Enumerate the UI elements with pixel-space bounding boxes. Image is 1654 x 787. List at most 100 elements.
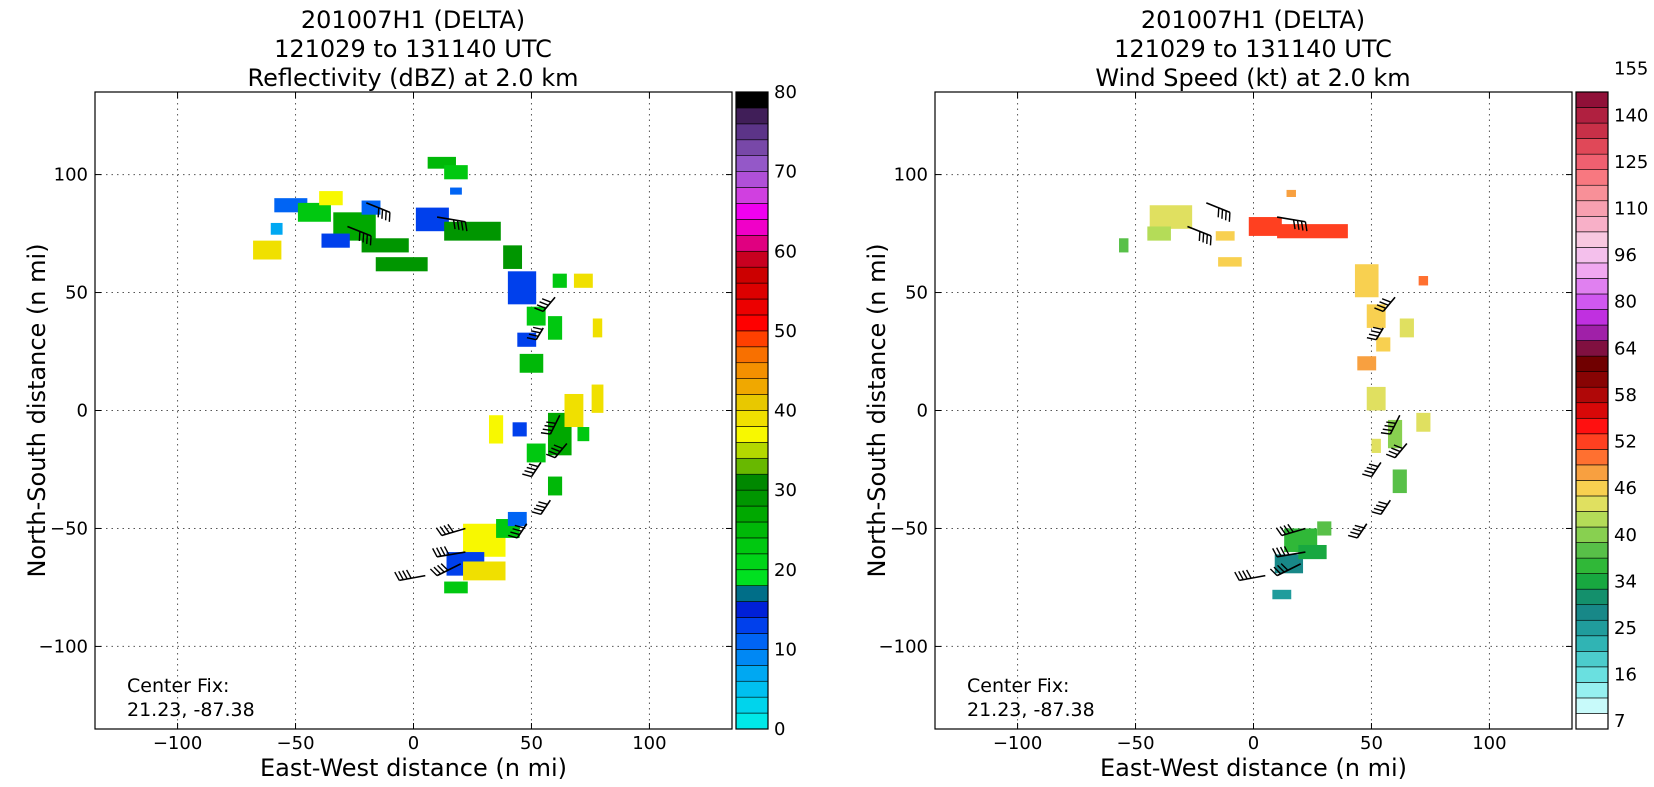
wind-barb-feather	[443, 525, 451, 534]
wind-barb-feather	[551, 447, 561, 453]
echo-cell	[488, 415, 504, 444]
wind-barb-feather	[1362, 473, 1372, 478]
wind-barb	[545, 443, 568, 459]
wind-barb-feather	[394, 571, 400, 581]
wind-barb-staff	[1394, 443, 1408, 459]
colorbar-band	[1575, 200, 1609, 217]
colorbar-band	[735, 250, 769, 268]
wind-barb-feather	[1378, 501, 1388, 505]
wind-barb	[1234, 569, 1266, 582]
colorbar-band	[1575, 386, 1609, 404]
echo-cell	[1149, 205, 1193, 229]
chart-title-line-2: 121029 to 131140 UTC	[274, 35, 552, 63]
wind-barb-feather	[1283, 546, 1290, 556]
x-tick-label: 0	[1248, 733, 1259, 754]
colorbar-frame	[735, 91, 769, 730]
y-tick-label: −50	[50, 518, 88, 539]
colorbar-band	[1575, 340, 1609, 357]
colorbar-band	[1575, 169, 1609, 186]
wind-barb	[1269, 563, 1302, 577]
wind-barb	[432, 546, 466, 558]
wind-barb-feather	[1287, 523, 1294, 533]
colorbar-tick-label: 20	[774, 560, 797, 581]
colorbar-band	[735, 314, 769, 332]
y-tick-label: 100	[894, 165, 928, 186]
wind-barb-feather	[1352, 528, 1362, 532]
wind-barb-feather	[1273, 566, 1282, 575]
colorbar-tick-label: 155	[1614, 59, 1648, 80]
center-fix-annotation: 21.23, -87.38	[967, 699, 1095, 721]
wind-barb-feather	[435, 527, 443, 536]
wind-barb-feather	[1283, 525, 1291, 534]
wind-barb-feather	[439, 546, 446, 556]
colorbar-tick-label: 110	[1614, 199, 1648, 220]
wind-barb-feather	[1304, 221, 1308, 232]
colorbar-band	[735, 203, 769, 220]
wind-barb-feather	[358, 231, 361, 241]
echo-cell	[1371, 438, 1381, 453]
wind-barb-staff	[1276, 551, 1306, 558]
wind-barb-feather	[1202, 232, 1205, 243]
echo-cell	[1392, 469, 1407, 494]
wind-barb-staff	[1281, 527, 1306, 537]
wind-barb-feather	[512, 528, 522, 532]
wind-barb-feather	[1209, 235, 1212, 246]
wind-barb-staff	[542, 296, 556, 312]
colorbar-band	[1575, 107, 1609, 124]
y-tick-label: 100	[54, 165, 88, 186]
wind-barb-feather	[1364, 470, 1374, 474]
wind-barb-staff	[1276, 216, 1306, 223]
wind-barb-feather	[533, 507, 544, 512]
wind-barb-feather	[1217, 207, 1220, 218]
colorbar-band	[735, 362, 769, 379]
echo-cell	[1298, 544, 1327, 560]
wind-barb-staff	[1187, 225, 1212, 237]
wind-barb-feather	[526, 336, 537, 341]
wind-barb-feather	[433, 566, 442, 575]
echo-cell	[427, 156, 456, 169]
wind-barb-feather	[1373, 507, 1384, 512]
wind-barb-feather	[381, 209, 384, 219]
wind-barb-staff	[436, 563, 462, 577]
wind-barb-staff	[1380, 499, 1392, 515]
colorbar-band	[735, 601, 769, 618]
wind-barb	[507, 523, 528, 539]
colorbar-band	[735, 553, 769, 571]
colorbar-band	[1575, 511, 1609, 528]
wind-barb-feather	[1300, 220, 1304, 231]
x-tick-label: 50	[520, 733, 543, 754]
colorbar-band	[1575, 713, 1609, 730]
colorbar-band	[1575, 153, 1609, 170]
y-tick-label: 50	[65, 283, 88, 304]
colorbar-band	[1575, 666, 1609, 683]
wind-barb-feather	[1391, 447, 1401, 453]
y-axis-label: North-South distance (n mi)	[23, 243, 51, 577]
wind-barb-feather	[437, 564, 445, 573]
chart-title-line-3: Reflectivity (dBZ) at 2.0 km	[248, 64, 579, 92]
colorbar-tick-label: 40	[774, 401, 797, 422]
colorbar-band	[735, 107, 769, 125]
wind-barb-feather	[452, 219, 456, 230]
echo-cell	[1418, 276, 1429, 286]
wind-barb-staff	[366, 202, 391, 214]
wind-barb-feather	[447, 523, 454, 533]
colorbar-tick-label: 34	[1614, 571, 1637, 592]
colorbar-band	[1575, 262, 1609, 279]
wind-barb-staff	[399, 574, 426, 582]
echo-cell	[450, 187, 462, 195]
wind-barb-staff	[1239, 574, 1266, 582]
colorbar-band	[735, 410, 769, 427]
colorbar-tick-label: 16	[1614, 665, 1637, 686]
wind-barb-feather	[1350, 531, 1360, 536]
wind-barb-feather	[1296, 220, 1300, 230]
echo-cell	[375, 257, 428, 272]
colorbar-tick-label: 60	[774, 241, 797, 262]
colorbar-frame	[1575, 91, 1609, 730]
wind-barb-feather	[1277, 564, 1285, 573]
echo-cell	[547, 316, 563, 340]
y-tick-label: 0	[917, 401, 928, 422]
echo-cell	[415, 207, 449, 232]
echo-cell	[519, 353, 544, 373]
wind-barb-feather	[1292, 219, 1296, 230]
wind-barb	[526, 326, 544, 341]
